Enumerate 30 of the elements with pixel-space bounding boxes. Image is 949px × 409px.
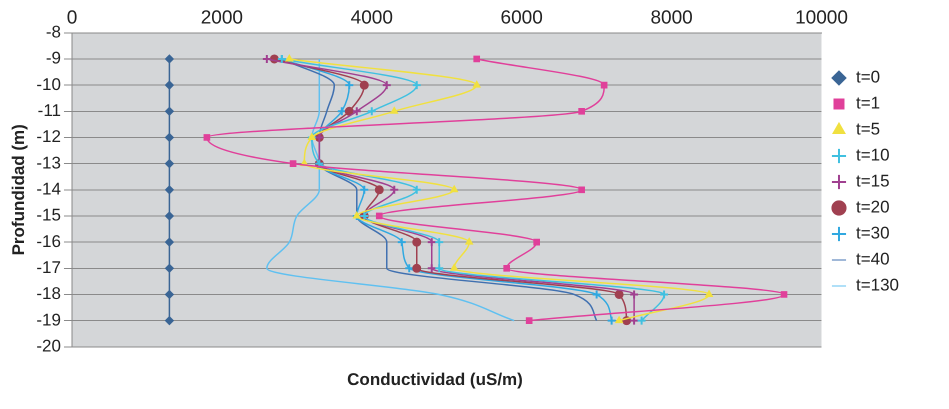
legend-label: t=30 xyxy=(856,224,890,243)
y-tick-label: -9 xyxy=(46,48,61,68)
x-tick-label: 0 xyxy=(66,8,78,29)
legend-label: t=10 xyxy=(856,146,890,165)
x-tick-label: 6000 xyxy=(500,8,543,29)
x-tick-label: 4000 xyxy=(350,8,393,29)
y-tick-label: -11 xyxy=(38,100,61,120)
legend-label: t=5 xyxy=(856,120,880,139)
legend-label: t=40 xyxy=(856,250,890,269)
y-axis-title: Profundidad (m) xyxy=(8,124,28,256)
legend-label: t=130 xyxy=(856,276,899,295)
y-tick-label: -12 xyxy=(36,127,61,146)
legend-label: t=1 xyxy=(856,94,880,113)
y-tick-label: -16 xyxy=(36,232,61,251)
y-tick-label: -14 xyxy=(36,179,61,198)
x-axis-title: Conductividad (uS/m) xyxy=(346,370,524,390)
y-tick-label: -18 xyxy=(36,284,61,304)
y-tick-label: -20 xyxy=(36,336,61,356)
y-tick-label: -13 xyxy=(36,153,61,172)
y-tick-label: -19 xyxy=(36,310,61,330)
legend-label: t=0 xyxy=(856,68,880,87)
y-tick-label: -8 xyxy=(46,22,61,42)
legend-label: t=15 xyxy=(856,172,890,191)
x-tick-label: 10000 xyxy=(795,8,848,29)
y-tick-label: -15 xyxy=(36,206,61,225)
y-tick-label: -10 xyxy=(36,74,61,94)
x-tick-label: 8000 xyxy=(650,8,693,29)
x-tick-label: 2000 xyxy=(200,8,244,29)
y-tick-label: -17 xyxy=(36,258,61,277)
legend-label: t=20 xyxy=(856,198,890,217)
